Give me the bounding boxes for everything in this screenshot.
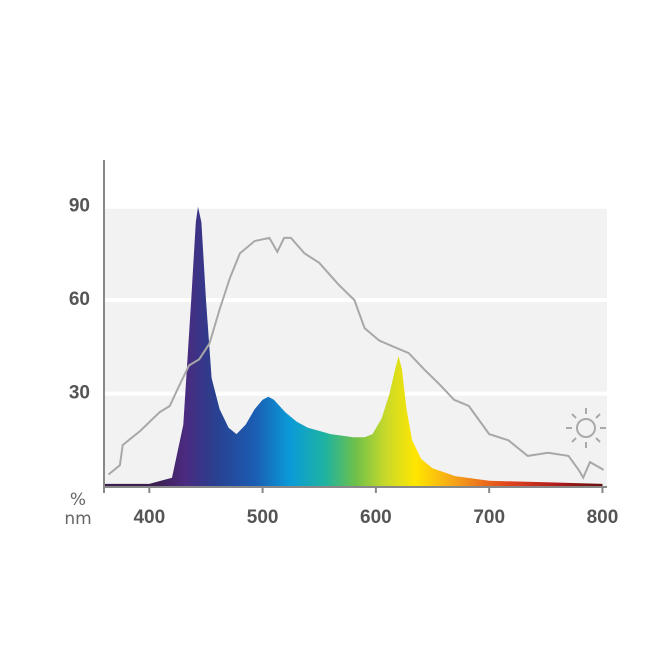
x-axis-label: nm xyxy=(64,509,91,529)
sunlight-line xyxy=(107,236,605,480)
x-tick-label: 500 xyxy=(247,507,279,528)
plot-area: 30 60 90 400 500 600 700 800 xyxy=(69,160,618,528)
x-tick-label: 600 xyxy=(360,507,392,528)
sun-icon xyxy=(566,408,606,448)
x-tick-label: 400 xyxy=(133,507,165,528)
y-tick-label: 90 xyxy=(69,196,90,217)
y-axis-label: % xyxy=(70,490,86,510)
spectrum-area xyxy=(104,206,603,487)
x-tick-label: 800 xyxy=(587,507,619,528)
y-tick-label: 30 xyxy=(69,383,90,404)
y-tick-label: 60 xyxy=(69,289,90,310)
x-tick-label: 700 xyxy=(473,507,505,528)
